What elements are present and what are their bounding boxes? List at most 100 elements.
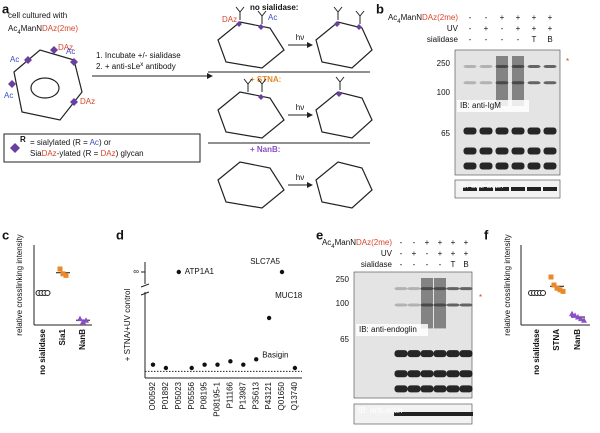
lane-sign: + [438,249,443,258]
row-label: sialidase [361,260,393,269]
x-tick-label: P08195-1 [213,381,222,416]
band [463,127,477,135]
y-axis-label: relative crosslinking intensity [503,234,512,335]
lane-sign: T [451,260,456,269]
group-title: no sialidase: [250,3,298,12]
band [527,65,541,68]
reagent: Ac4ManNDAz(2me) [322,238,392,249]
point [77,315,83,322]
row-label: UV [447,24,459,33]
mw-marker: 100 [336,299,350,308]
band [511,127,525,135]
band [394,287,408,291]
smear [421,278,433,329]
probe-label: IB: anti-endoglin [359,325,417,334]
nucleus [30,77,60,99]
panel-label: b [376,1,384,16]
lane-sign: - [413,260,416,269]
point [581,317,587,323]
x-tick-label: P13987 [238,381,247,409]
lane-sign: B [463,260,468,269]
lane-sign: + [451,238,456,247]
point [60,271,66,277]
band [543,147,557,155]
panel-label: a [2,1,10,16]
point [557,287,563,293]
point [548,274,554,280]
lane-sign: + [532,24,537,33]
mw-marker: 100 [437,88,451,97]
lane-sign: - [400,260,403,269]
lane-sign: + [548,24,553,33]
band [479,127,493,135]
band [511,162,525,170]
point [150,362,156,367]
cells-right [217,21,373,209]
x-tick-label: Sia1 [58,328,67,345]
band [495,127,509,135]
axis-break [140,283,150,288]
lane-sign: - [517,35,520,44]
band [394,303,408,307]
band [459,385,473,393]
point [292,365,298,371]
band [463,187,477,191]
band [495,147,509,155]
band [394,385,408,393]
point [189,365,194,371]
lane-sign: + [451,249,456,258]
band [479,147,493,155]
band [459,303,473,307]
light: hν [296,173,304,182]
point [228,359,233,364]
lane-sign: + [516,24,521,33]
band [394,370,408,378]
lane-sign: - [400,249,403,258]
lane-sign: + [425,238,430,247]
label-ac: Ac [10,55,19,64]
x-tick-label: P11166 [226,381,235,408]
glycans [8,46,78,106]
antibodies [235,6,365,92]
x-tick-label: NanB [573,329,582,350]
point [202,362,207,367]
label-ac: Ac [66,47,75,56]
band [394,412,408,416]
point [279,269,285,275]
lane-sign: - [469,24,472,33]
point [241,362,246,367]
band [527,147,541,155]
band [527,127,541,135]
x-tick-label: P05556 [187,381,196,409]
caption: cell cultured with [8,11,67,20]
reagent: Ac4ManNDAz(2me) [8,24,78,35]
band [407,370,421,378]
x-tick-label: P01892 [161,381,170,409]
point [63,272,69,278]
legend-glyph [10,143,20,153]
label-ac: Ac [268,13,277,22]
point [83,317,89,323]
band [511,147,525,155]
reagent: Ac4ManNDAz(2me) [388,13,458,24]
band [420,350,434,358]
band [495,187,509,191]
lane-sign: - [469,13,472,22]
smear [496,56,508,106]
panel-label: d [116,227,124,242]
point-label: SLC7A5 [250,257,280,266]
band-marker: * [479,293,482,302]
lane-sign: - [501,24,504,33]
lane-sign: + [412,249,417,258]
mw-marker: 65 [340,335,349,344]
lane-sign: + [548,13,553,22]
label-bg [457,100,529,112]
band [407,385,421,393]
point-label: ATP1A1 [185,267,215,276]
point [554,285,560,291]
band [394,350,408,358]
point-label: Basigin [262,350,288,359]
x-tick-label: Q01650 [277,381,286,410]
band [433,350,447,358]
legend-symbol: R [20,135,26,144]
